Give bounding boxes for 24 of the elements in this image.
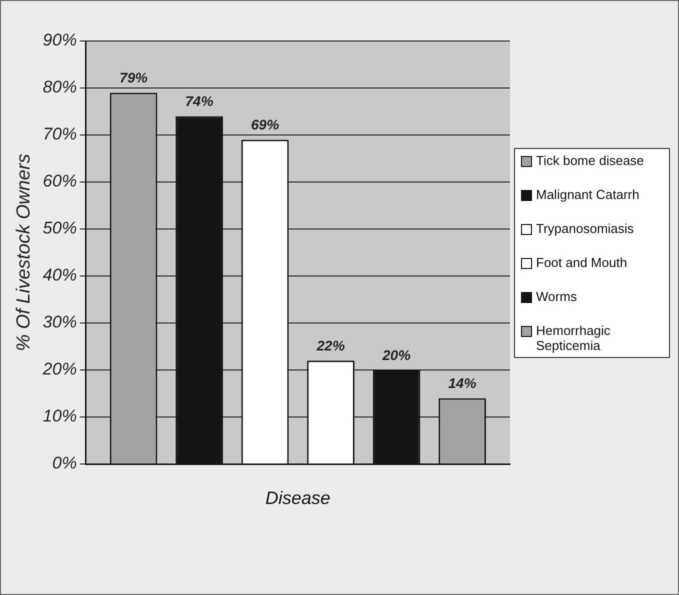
y-tick-label: 90% xyxy=(42,30,77,50)
legend-label: Worms xyxy=(536,288,577,304)
data-label: 79% xyxy=(120,70,148,86)
data-label: 69% xyxy=(251,116,280,133)
data-label: 74% xyxy=(185,93,214,110)
y-axis-title: % Of Livestock Owners xyxy=(14,153,35,352)
y-tick-label: 80% xyxy=(42,78,77,97)
y-tick-label: 30% xyxy=(42,312,77,332)
legend-label: Hemorrhagic Septicemia xyxy=(536,322,612,352)
legend-label: Malignant Catarrh xyxy=(536,186,640,202)
x-axis-title: Disease xyxy=(265,488,330,508)
y-tick-label: 40% xyxy=(42,266,77,285)
legend-label: Tick bome disease xyxy=(536,152,644,168)
data-label: 20% xyxy=(382,346,412,363)
y-tick-label: 50% xyxy=(42,218,77,238)
y-tick-label: 60% xyxy=(42,172,77,191)
legend-label: Trypanosomiasis xyxy=(536,220,634,236)
data-label: 22% xyxy=(316,337,346,354)
y-tick-label: 70% xyxy=(42,124,77,144)
legend-label: Foot and Mouth xyxy=(536,254,628,270)
y-tick-label: 10% xyxy=(42,406,77,426)
data-label: 14% xyxy=(448,375,477,392)
y-tick-label: 20% xyxy=(42,360,77,379)
y-tick-label: 0% xyxy=(52,454,77,473)
